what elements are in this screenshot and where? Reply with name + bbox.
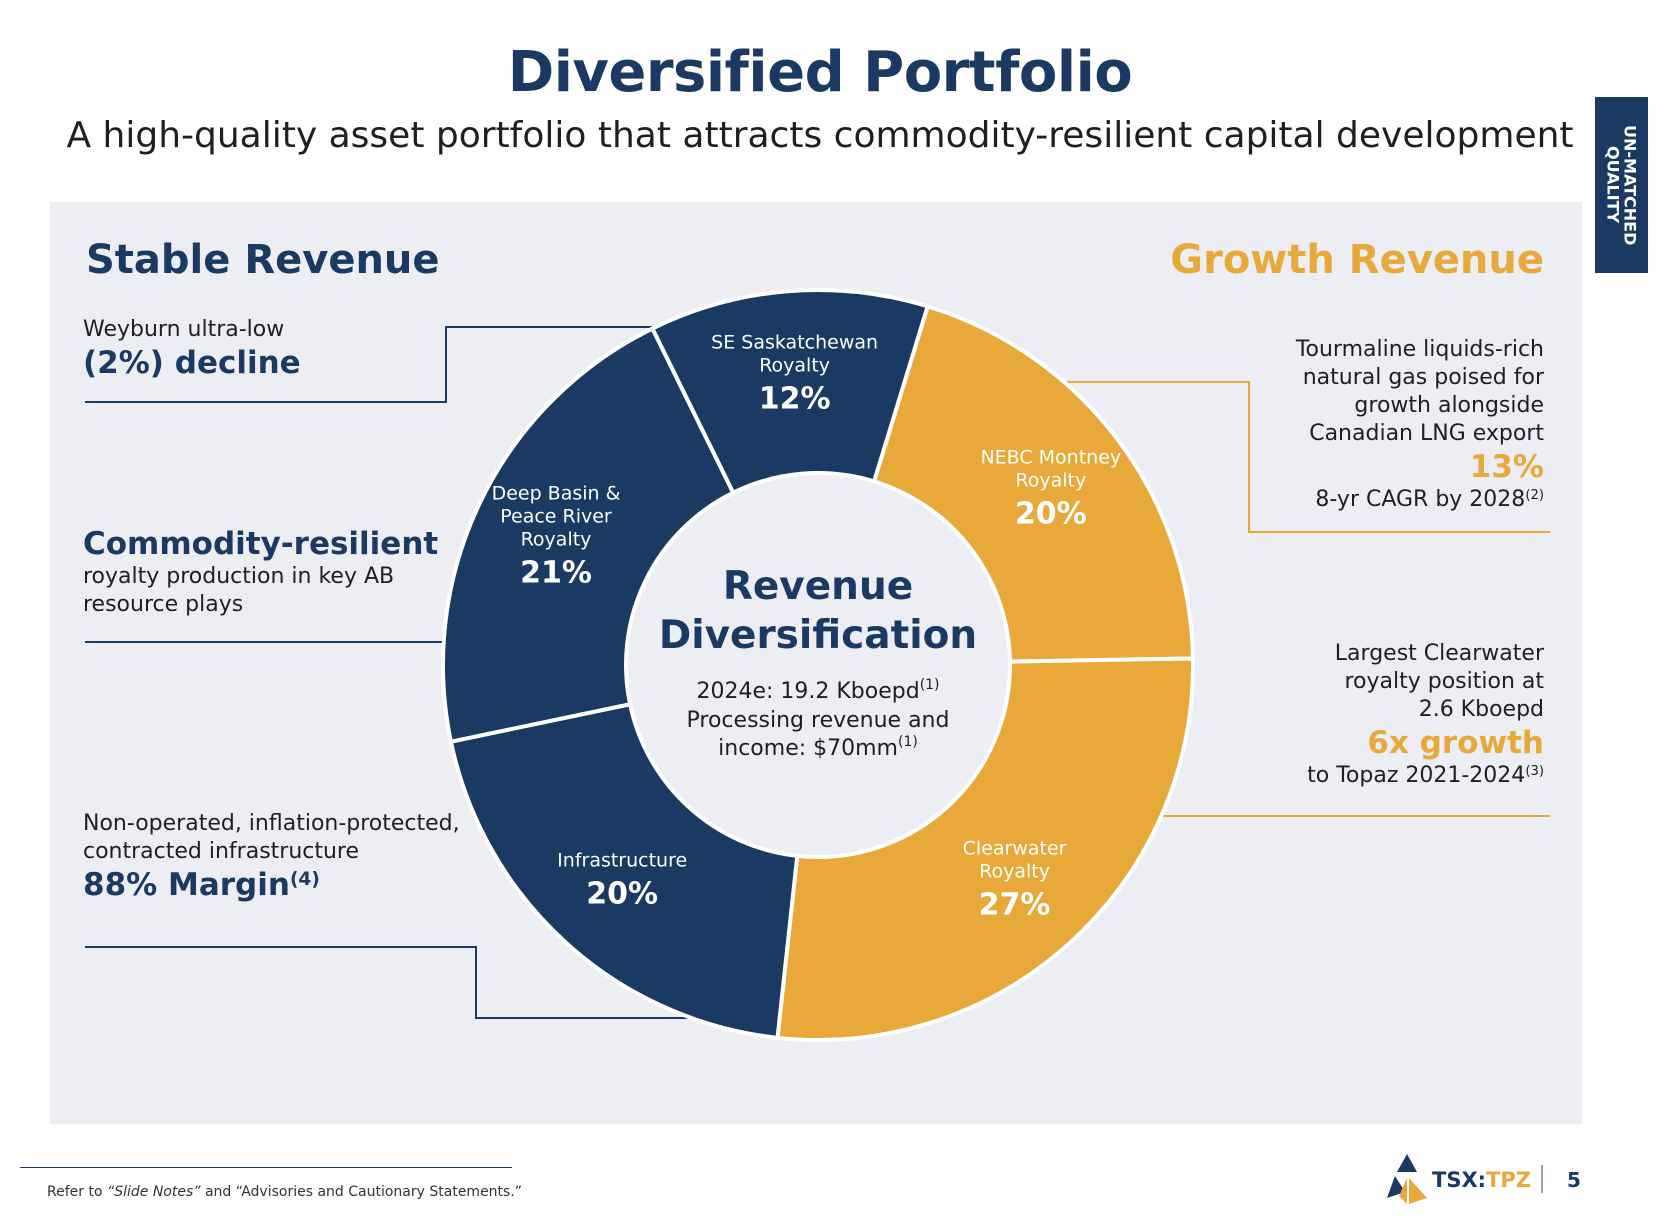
footer-divider: [20, 1167, 512, 1168]
footer-note: Refer to “Slide Notes” and “Advisories a…: [47, 1184, 522, 1200]
slice-label-3-line-0: Deep Basin &: [492, 483, 621, 505]
side-tab: UN-MATCHED QUALITY: [1595, 97, 1648, 273]
slice-value-2: 20%: [586, 876, 658, 911]
clearwater-big: 6x growth: [1367, 725, 1544, 761]
tourmaline-foot-text: 8-yr CAGR by 2028: [1315, 487, 1526, 512]
clearwater-foot-text: to Topaz 2021-2024: [1307, 763, 1526, 788]
resilient-big: Commodity-resilient: [83, 526, 439, 562]
clearwater-line2: royalty position at: [1344, 669, 1544, 694]
donut-slice-labels: NEBC MontneyRoyalty20%ClearwaterRoyalty2…: [492, 331, 1122, 922]
center-line-3: income: $70mm(1): [718, 734, 918, 761]
resilient-line2: resource plays: [83, 592, 244, 617]
infra-line2: contracted infrastructure: [83, 839, 360, 864]
footer-separator: [1541, 1165, 1543, 1193]
callout-connectors: [85, 326, 1550, 1019]
footer-note-prefix: Refer to: [47, 1184, 107, 1200]
slice-label-0-line-0: NEBC Montney: [980, 447, 1121, 469]
tourmaline-big: 13%: [1469, 449, 1544, 485]
infra-big-text: 88% Margin: [83, 867, 290, 903]
tourmaline-line1: Tourmaline liquids-rich: [1295, 337, 1544, 362]
weyburn-callout: Weyburn ultra-low (2%) decline: [83, 316, 301, 382]
slice-value-4: 12%: [759, 381, 831, 416]
tourmaline-foot: 8-yr CAGR by 2028(2): [1296, 486, 1544, 514]
slice-label-4-line-1: Royalty: [759, 354, 830, 376]
infra-big: 88% Margin(4): [83, 866, 460, 904]
page-subtitle: A high-quality asset portfolio that attr…: [66, 115, 1574, 156]
resilient-callout: Commodity-resilient royalty production i…: [83, 525, 438, 619]
center-line-1-text: 2024e: 19.2 Kboepd: [696, 679, 919, 704]
stable-revenue-header: Stable Revenue: [86, 237, 440, 283]
tourmaline-line4: Canadian LNG export: [1309, 421, 1544, 446]
footer-note-suffix: and “Advisories and Cautionary Statement…: [200, 1184, 523, 1200]
donut-center: Revenue Diversification 2024e: 19.2 Kboe…: [659, 564, 977, 761]
clearwater-foot: to Topaz 2021-2024(3): [1307, 762, 1544, 790]
slice-label-4-line-0: SE Saskatchewan: [711, 331, 878, 353]
tourmaline-callout: Tourmaline liquids-rich natural gas pois…: [1296, 336, 1544, 514]
infra-callout: Non-operated, inflation-protected, contr…: [83, 810, 460, 904]
slice-value-1: 27%: [979, 887, 1051, 922]
infra-line1: Non-operated, inflation-protected,: [83, 811, 460, 836]
slice-label-1-line-1: Royalty: [979, 860, 1050, 882]
slice-label-3-line-1: Peace River: [500, 506, 612, 528]
donut-slice-4: [649, 288, 931, 496]
center-line-3-text: income: $70mm: [718, 736, 898, 761]
tourmaline-foot-sup: (2): [1525, 487, 1544, 503]
slice-label-1-line-0: Clearwater: [963, 837, 1067, 859]
center-line-1-sup: (1): [920, 677, 940, 693]
infra-big-sup: (4): [289, 868, 320, 890]
ticker-code: TPZ: [1486, 1168, 1531, 1192]
ticker-symbol: TSX:TPZ: [1432, 1168, 1531, 1192]
donut-slice-3: [441, 325, 736, 745]
slice-value-3: 21%: [520, 556, 592, 591]
clearwater-callout: Largest Clearwater royalty position at 2…: [1307, 640, 1544, 790]
weyburn-connector: [85, 326, 660, 403]
center-title-2: Diversification: [659, 613, 977, 658]
footer-note-italic: “Slide Notes”: [106, 1184, 201, 1200]
clearwater-line3: 2.6 Kboepd: [1418, 697, 1544, 722]
tourmaline-line3: growth alongside: [1354, 393, 1544, 418]
donut-slices: [441, 288, 1195, 1042]
resilient-line1: royalty production in key AB: [83, 564, 395, 589]
donut-slice-2: [448, 701, 800, 1041]
growth-revenue-header: Growth Revenue: [1170, 237, 1544, 283]
slice-label-0-line-1: Royalty: [1015, 470, 1086, 492]
tourmaline-connector: [1067, 381, 1550, 533]
page-title: Diversified Portfolio: [507, 40, 1133, 105]
center-line-3-sup: (1): [898, 734, 918, 750]
weyburn-big: (2%) decline: [83, 345, 301, 381]
slice-label-2-line-0: Infrastructure: [557, 849, 687, 871]
topaz-logo-icon: [1387, 1154, 1427, 1204]
donut-slice-1: [775, 656, 1195, 1042]
center-line-2: Processing revenue and: [687, 708, 950, 733]
ticker-exchange: TSX:: [1432, 1168, 1487, 1192]
clearwater-line1: Largest Clearwater: [1334, 641, 1544, 666]
center-line-1: 2024e: 19.2 Kboepd(1): [696, 677, 939, 704]
donut-slice-0: [871, 303, 1195, 664]
center-title-1: Revenue: [723, 564, 913, 609]
weyburn-line1: Weyburn ultra-low: [83, 317, 285, 342]
side-tab-label: UN-MATCHED QUALITY: [1603, 124, 1640, 246]
infra-connector: [85, 946, 700, 1019]
page-number: 5: [1567, 1168, 1581, 1192]
slice-label-3-line-2: Royalty: [521, 529, 592, 551]
tourmaline-line2: natural gas poised for: [1302, 365, 1544, 390]
slice-value-0: 20%: [1015, 497, 1087, 532]
clearwater-foot-sup: (3): [1525, 763, 1544, 779]
